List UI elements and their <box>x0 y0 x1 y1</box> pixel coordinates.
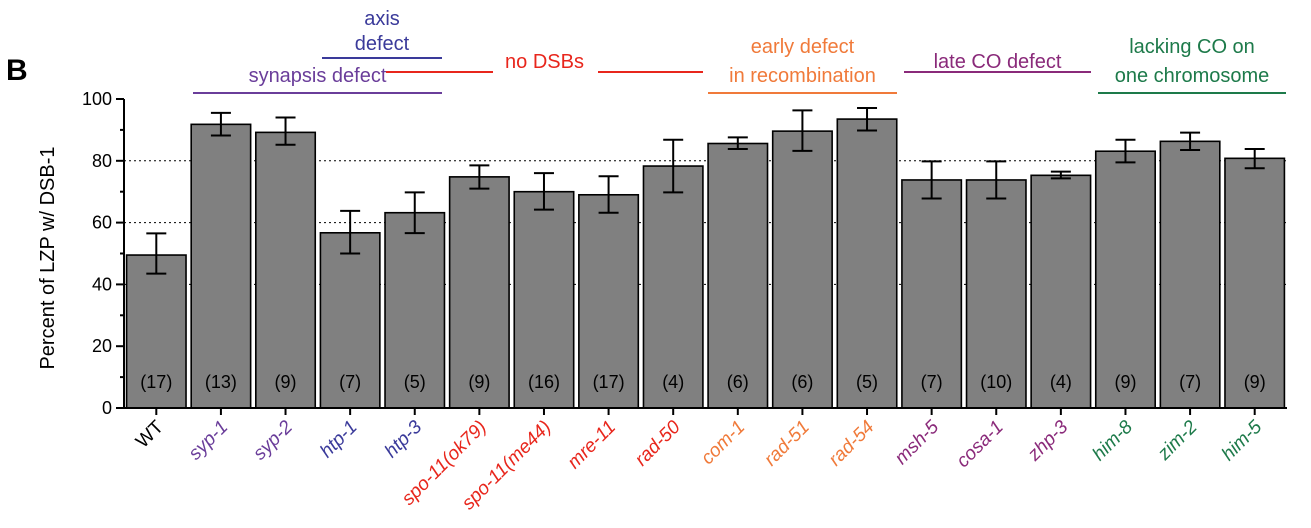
x-tick-label: cosa-1 <box>953 417 1008 472</box>
error-bar <box>921 160 942 200</box>
gridlines <box>124 160 1287 285</box>
x-ticks: WT syp-1 syp-2 htp-1 htp-3spo-11(ok79)spo-11… <box>132 408 1267 514</box>
bar <box>578 193 640 409</box>
group-label: axis <box>364 8 400 30</box>
bar <box>1094 150 1156 409</box>
error-bar <box>986 160 1007 200</box>
error-bar <box>1244 148 1265 170</box>
x-tick-label: zhp-3 <box>1023 416 1072 465</box>
sample-size-label: (6) <box>727 372 749 392</box>
sample-size-label: (9) <box>1114 372 1136 392</box>
sample-size-label: (17) <box>593 372 625 392</box>
error-bars <box>146 106 1265 275</box>
bar <box>836 118 898 409</box>
bar <box>448 176 510 409</box>
x-tick-label: him-8 <box>1089 416 1138 465</box>
x-tick-label: WT <box>132 416 168 452</box>
y-tick-label: 40 <box>92 274 112 294</box>
sample-size-label: (16) <box>528 372 560 392</box>
sample-size-label: (7) <box>339 372 361 392</box>
bars <box>125 118 1286 409</box>
bar <box>513 190 575 409</box>
x-tick-label: com-1 <box>697 417 749 469</box>
sample-size-label: (10) <box>980 372 1012 392</box>
bar <box>965 179 1027 409</box>
error-bar <box>340 209 361 255</box>
sample-size-label: (9) <box>468 372 490 392</box>
x-tick-label: msh-5 <box>891 416 943 468</box>
error-bar <box>1180 131 1201 151</box>
x-tick-label: htp-3 <box>381 416 427 462</box>
sample-size-labels: (17) (13) (9) (7) (5) (9) (16) (17) (4) (6) (6) (5)… <box>140 372 1265 392</box>
bar <box>707 142 769 409</box>
group-label: early defect <box>751 36 855 58</box>
group-annotation: synapsis defect <box>193 65 442 94</box>
x-tick-label: syp-2 <box>249 416 297 464</box>
group-annotation: lacking CO on one chromosome <box>1098 36 1286 94</box>
bar <box>771 130 833 409</box>
sample-size-label: (7) <box>1179 372 1201 392</box>
group-annotation: no DSBs <box>386 51 703 73</box>
sample-size-label: (13) <box>205 372 237 392</box>
bar <box>642 165 704 409</box>
error-bar <box>146 232 167 275</box>
error-bar <box>857 106 878 132</box>
group-label: lacking CO on <box>1129 36 1255 58</box>
error-bar <box>663 138 684 194</box>
bar <box>1159 140 1221 409</box>
sample-size-label: (4) <box>1050 372 1072 392</box>
group-annotations: synapsis defect axis defect no DSBs early de… <box>193 8 1286 94</box>
y-axis-label: Percent of LZP w/ DSB-1 <box>37 146 59 369</box>
x-tick-label: rad-51 <box>760 417 814 471</box>
error-bar <box>404 191 425 235</box>
error-bar <box>792 109 813 152</box>
error-bar <box>727 136 748 151</box>
sample-size-label: (5) <box>856 372 878 392</box>
bar <box>901 179 963 409</box>
group-label: defect <box>355 33 410 55</box>
x-tick-label: zim-2 <box>1153 416 1202 465</box>
group-label: no DSBs <box>505 51 584 73</box>
group-annotation: axis defect <box>322 8 442 59</box>
group-label: late CO defect <box>934 51 1062 73</box>
y-ticks: 0 20 40 60 80 100 <box>82 89 124 418</box>
error-bar <box>469 164 490 190</box>
group-annotation: late CO defect <box>904 51 1091 73</box>
error-bar <box>533 172 554 211</box>
x-tick-label: rad-50 <box>631 416 685 470</box>
bar <box>1030 174 1092 409</box>
sample-size-label: (7) <box>921 372 943 392</box>
y-tick-label: 80 <box>92 151 112 171</box>
error-bar <box>598 175 619 214</box>
error-bar <box>1050 170 1071 180</box>
error-bar <box>210 111 231 137</box>
y-tick-label: 60 <box>92 213 112 233</box>
x-tick-label: syp-1 <box>185 417 233 465</box>
sample-size-label: (9) <box>1244 372 1266 392</box>
x-tick-label: rad-54 <box>825 417 879 471</box>
group-label: one chromosome <box>1115 65 1270 87</box>
bar <box>255 131 317 409</box>
error-bar <box>275 116 296 146</box>
sample-size-label: (6) <box>791 372 813 392</box>
y-tick-label: 100 <box>82 89 112 109</box>
bar <box>1224 157 1286 409</box>
group-label: in recombination <box>729 65 876 87</box>
sample-size-label: (5) <box>404 372 426 392</box>
y-tick-label: 0 <box>102 398 112 418</box>
x-tick-label: mre-11 <box>564 417 620 473</box>
sample-size-label: (4) <box>662 372 684 392</box>
group-label: synapsis defect <box>249 65 387 87</box>
group-annotation: early defect in recombination <box>708 36 897 94</box>
x-tick-label: htp-1 <box>316 417 361 462</box>
bar <box>190 123 252 409</box>
x-tick-label: him-5 <box>1218 416 1267 465</box>
bar <box>319 231 381 409</box>
y-tick-label: 20 <box>92 336 112 356</box>
sample-size-label: (17) <box>140 372 172 392</box>
sample-size-label: (9) <box>275 372 297 392</box>
panel-letter: B <box>6 54 28 87</box>
error-bar <box>1115 138 1136 164</box>
